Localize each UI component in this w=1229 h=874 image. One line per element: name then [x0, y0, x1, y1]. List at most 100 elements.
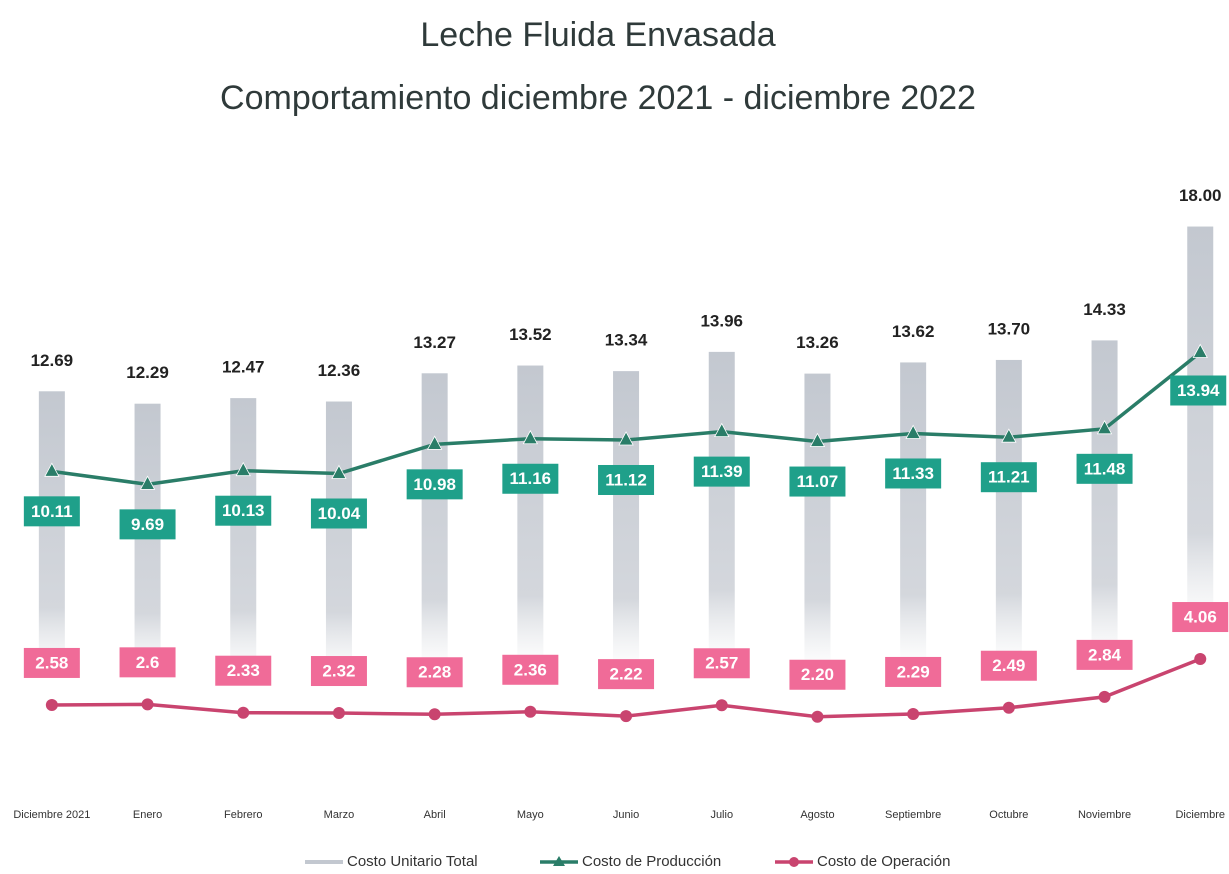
- marker: [235, 461, 251, 477]
- bar: [230, 398, 257, 785]
- bar-value-label: 14.33: [1083, 300, 1126, 319]
- value-label-box: [406, 469, 463, 500]
- value-label: 10.98: [413, 475, 456, 494]
- value-label: 11.12: [605, 470, 647, 489]
- bar: [708, 351, 735, 785]
- x-tick-label: Abril: [424, 809, 446, 821]
- marker: [618, 431, 634, 446]
- value-label: 2.33: [227, 661, 260, 680]
- bar-value-label: 13.34: [605, 331, 648, 350]
- value-label-box: [980, 462, 1037, 493]
- x-tick-label: Enero: [133, 809, 162, 821]
- bar-value-label: 13.96: [700, 311, 743, 330]
- marker: [1098, 690, 1111, 703]
- legend-label: Costo Unitario Total: [347, 853, 478, 870]
- value-label: 2.36: [514, 660, 547, 679]
- value-label-box: [789, 659, 846, 690]
- bar: [1187, 226, 1214, 786]
- value-label-box: [23, 647, 80, 678]
- bar-value-label: 13.26: [796, 333, 839, 352]
- marker: [809, 432, 826, 447]
- marker: [331, 464, 347, 479]
- marker: [428, 708, 441, 721]
- value-label-box: [502, 654, 559, 685]
- value-label-box: [885, 458, 942, 489]
- x-tick-label: Septiembre: [885, 809, 941, 821]
- x-tick-label: Noviembre: [1078, 809, 1131, 821]
- chart-title: Leche Fluida Envasada: [420, 16, 775, 54]
- x-tick-label: Diciembre: [1175, 809, 1225, 821]
- value-label: 2.58: [35, 653, 68, 672]
- x-tick-label: Marzo: [324, 809, 355, 821]
- bar: [38, 391, 65, 785]
- marker: [1192, 343, 1208, 358]
- bar-value-label: 13.27: [413, 333, 456, 352]
- marker: [1194, 653, 1207, 666]
- marker: [44, 462, 60, 477]
- marker: [237, 706, 250, 719]
- value-label: 2.29: [897, 662, 930, 681]
- bar: [325, 401, 352, 785]
- legend-label: Costo de Producción: [582, 853, 721, 870]
- legend-marker: [789, 857, 799, 867]
- value-label-box: [23, 496, 80, 527]
- marker: [620, 710, 633, 723]
- value-label-box: [598, 464, 655, 495]
- bar-value-label: 12.36: [318, 361, 361, 380]
- marker: [1096, 419, 1113, 435]
- value-label: 11.21: [988, 468, 1030, 487]
- marker: [715, 699, 728, 712]
- value-label: 11.07: [797, 472, 839, 491]
- value-label-box: [119, 647, 176, 678]
- value-label-box: [1076, 639, 1133, 670]
- value-label: 13.94: [1177, 381, 1220, 400]
- value-label: 2.22: [610, 665, 643, 684]
- bar-value-label: 12.29: [126, 363, 169, 382]
- bar-value-label: 12.47: [222, 358, 265, 377]
- value-label-box: [693, 456, 750, 487]
- x-tick-label: Diciembre 2021: [13, 809, 90, 821]
- value-label-box: [1076, 453, 1133, 484]
- x-tick-label: Febrero: [224, 809, 263, 821]
- value-label-box: [406, 657, 463, 688]
- value-label-box: [215, 655, 272, 686]
- value-label: 2.20: [801, 665, 834, 684]
- value-label-box: [789, 466, 846, 497]
- value-label-box: [885, 656, 942, 687]
- bar: [134, 403, 161, 785]
- marker: [45, 698, 58, 711]
- value-label: 11.16: [510, 469, 552, 488]
- value-label-box: [310, 498, 367, 529]
- marker: [907, 707, 920, 720]
- marker: [332, 707, 345, 720]
- value-label: 10.13: [222, 501, 265, 520]
- marker: [714, 422, 730, 438]
- value-label-box: [1170, 375, 1227, 406]
- bar-value-label: 13.52: [509, 325, 552, 344]
- value-label: 10.04: [318, 504, 361, 523]
- value-label: 2.28: [418, 663, 451, 682]
- x-tick-label: Agosto: [800, 809, 834, 821]
- value-label-box: [310, 656, 367, 687]
- value-label: 2.49: [992, 656, 1025, 675]
- x-tick-label: Julio: [710, 809, 733, 821]
- value-label-box: [1172, 602, 1229, 633]
- marker: [139, 475, 156, 490]
- value-label: 11.33: [892, 464, 934, 483]
- bar-value-label: 18.00: [1179, 186, 1222, 205]
- legend-label: Costo de Operación: [817, 853, 950, 870]
- value-label-box: [980, 650, 1037, 681]
- value-label-box: [119, 509, 176, 540]
- marker: [1002, 701, 1015, 714]
- x-tick-label: Mayo: [517, 809, 544, 821]
- value-label: 2.32: [322, 662, 355, 681]
- marker: [905, 424, 921, 439]
- value-label: 11.48: [1084, 459, 1126, 478]
- x-tick-label: Junio: [613, 809, 639, 821]
- value-label: 2.6: [136, 653, 160, 672]
- marker: [1001, 428, 1017, 443]
- bar-value-label: 12.69: [31, 351, 74, 370]
- value-label: 10.11: [31, 502, 73, 521]
- bar: [1091, 340, 1118, 785]
